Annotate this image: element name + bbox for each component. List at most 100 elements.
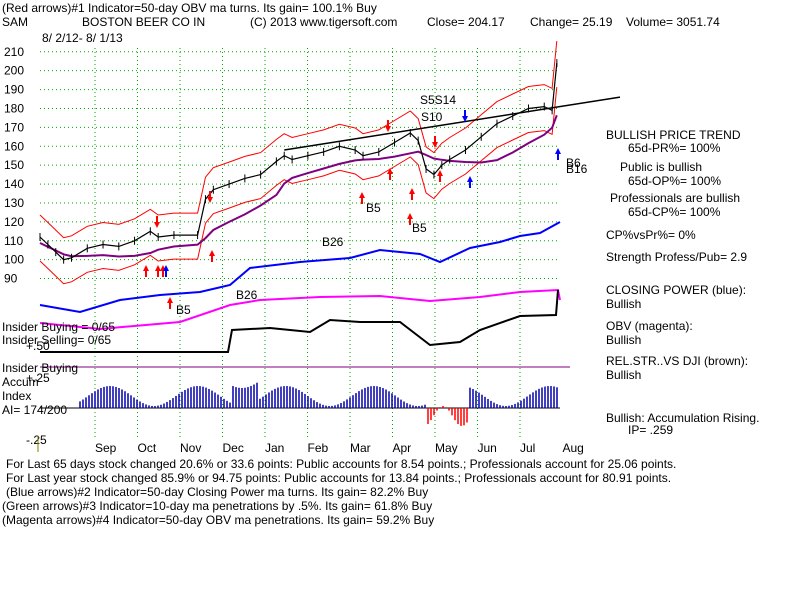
y-tick-label: 100 [4, 253, 24, 267]
y-tick-label: 130 [4, 196, 24, 210]
closing-power-line [39, 221, 561, 314]
y-tick-label: 140 [4, 177, 24, 191]
price-line [39, 63, 558, 261]
signal-b26-b: B26 [236, 288, 258, 302]
pr-value: 65d-PR%= 100% [628, 141, 721, 155]
red-down-arrow [207, 191, 213, 203]
red-up-arrow [155, 265, 161, 277]
ip-value: IP= .259 [628, 423, 674, 437]
gridlines [40, 48, 560, 440]
red-down-arrow [385, 120, 391, 132]
red-down-arrow [154, 216, 160, 228]
relstr-line [40, 289, 559, 353]
closing-power-status: Bullish [606, 297, 642, 311]
blue-up-arrow [163, 265, 169, 277]
red-up-arrow [387, 168, 393, 180]
insider-buying: Insider Buying = 0/65 [2, 320, 116, 334]
footer-line3: (Blue arrows)#2 Indicator=50-day Closing… [6, 485, 429, 499]
op-value: 65d-OP%= 100% [628, 174, 722, 188]
close-value: Close= 204.17 [427, 15, 505, 29]
thin-red-up-arrow [167, 297, 173, 309]
cp-vs-pr: CP%vsPr%= 0% [606, 228, 696, 242]
signal-s10: S10 [421, 110, 443, 124]
x-tick-label: Jan [265, 441, 284, 455]
footer-line2: For Last year stock changed 85.9% or 94.… [6, 471, 672, 485]
obv-title: OBV (magenta): [606, 319, 693, 333]
lower-band [39, 87, 558, 285]
insider-buying-2: Insider Buying [2, 361, 79, 375]
footer-line5: (Magenta arrows)#4 Indicator=50-day OBV … [2, 513, 435, 527]
x-tick-label: Aug [563, 441, 584, 455]
signal-arrows [143, 110, 561, 309]
footer-line4: (Green arrows)#3 Indicator=10-day ma pen… [2, 499, 433, 513]
signal-b6: B6 [566, 156, 581, 170]
obv-line [39, 288, 561, 331]
accum-label: Accum [2, 375, 39, 389]
signal-b5-b: B5 [412, 221, 427, 235]
blue-down-arrow [462, 110, 468, 122]
red-down-arrow [432, 136, 438, 148]
x-tick-label: Sep [95, 441, 117, 455]
change-value: Change= 25.19 [530, 15, 613, 29]
x-tick-label: Feb [308, 441, 329, 455]
price-bands [39, 41, 558, 285]
trendline [284, 96, 621, 151]
x-tick-label: Mar [350, 441, 371, 455]
signal-b5-c: B5 [176, 303, 191, 317]
x-tick-label: Oct [138, 441, 157, 455]
relstr-status: Bullish [606, 368, 642, 382]
accumulation-index: +.50 +.25 -.25 [26, 339, 570, 447]
x-axis: Sep Oct Nov Dec Jan Feb Mar Apr May Jun Jul Aug [37, 436, 584, 455]
y-tick-label: 210 [4, 45, 24, 59]
thin-red-up-arrow [359, 192, 365, 204]
y-tick-label: 110 [4, 234, 23, 248]
signal-b16: B16 [566, 162, 588, 176]
red-up-arrow [437, 170, 443, 182]
x-tick-label: Jun [478, 441, 497, 455]
accum-tick-label: +.25 [26, 371, 50, 385]
x-tick-label: May [435, 441, 458, 455]
y-tick-label: 180 [4, 101, 24, 115]
relstr-title: REL.STR..VS DJI (brown): [606, 354, 749, 368]
indicator-series [39, 221, 561, 353]
index-label: Index [2, 389, 32, 403]
signal-b5-a: B5 [366, 201, 381, 215]
ai-value: AI= 174/200 [2, 403, 68, 417]
obv-status: Bullish [606, 333, 642, 347]
upper-band [39, 41, 558, 239]
public-title: Public is bullish [620, 160, 703, 174]
y-axis: 210 200 190 180 170 160 150 140 130 120 110 100 90 [4, 45, 24, 286]
volume-value: Volume= 3051.74 [626, 15, 720, 29]
footer-line1: For Last 65 days stock changed 20.6% or … [6, 457, 677, 471]
y-tick-label: 170 [4, 120, 24, 134]
thin-red-up-arrow [407, 213, 413, 225]
x-tick-label: Dec [223, 441, 244, 455]
insider-selling: Insider Selling= 0/65 [2, 333, 112, 347]
ma50-line [39, 114, 558, 258]
y-tick-label: 90 [4, 272, 18, 286]
prof-title: Professionals are bullish [610, 191, 741, 205]
accum-tick-label: +.50 [26, 339, 50, 353]
date-range: 8/ 2/12- 8/ 1/13 [42, 31, 123, 45]
red-up-arrow [143, 265, 149, 277]
y-tick-label: 160 [4, 139, 24, 153]
closing-power-title: CLOSING POWER (blue): [606, 283, 747, 297]
red-up-arrow [209, 250, 215, 262]
y-tick-label: 190 [4, 83, 24, 97]
signal-b26-a: B26 [322, 235, 344, 249]
strength-ratio: Strength Profess/Pub= 2.9 [606, 250, 748, 264]
copyright: (C) 2013 www.tigersoft.com [250, 15, 398, 29]
x-tick-label: Apr [393, 441, 412, 455]
x-tick-label: Nov [180, 441, 201, 455]
y-tick-label: 150 [4, 158, 24, 172]
ticker: SAM [2, 15, 29, 29]
trend-title: BULLISH PRICE TREND [606, 128, 741, 142]
x-tick-label: Jul [520, 441, 535, 455]
blue-up-arrow [555, 148, 561, 160]
header-line1: (Red arrows)#1 Indicator=50-day OBV ma t… [2, 1, 377, 15]
company-name: BOSTON BEER CO IN [82, 15, 206, 29]
price-series [39, 59, 621, 264]
y-tick-label: 200 [4, 64, 24, 78]
signal-s5s14: S5S14 [420, 93, 457, 107]
